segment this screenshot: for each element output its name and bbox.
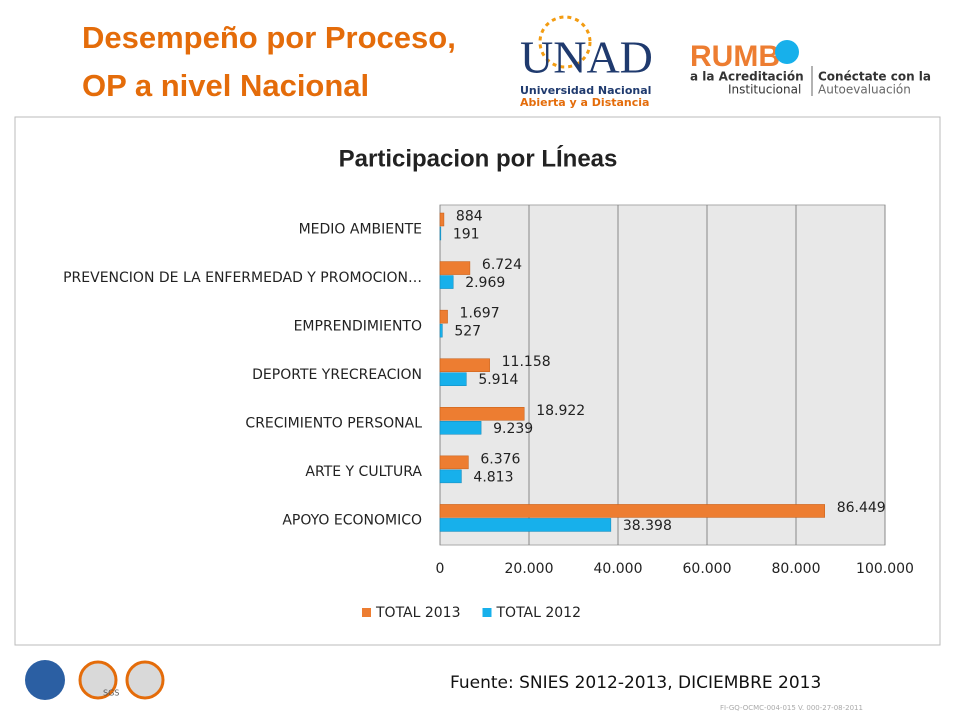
unad-logo: UNAD Universidad Nacional Abierta y a Di… [520, 15, 653, 109]
x-tick-label: 100.000 [856, 561, 914, 577]
y-tick-label: PREVENCION DE LA ENFERMEDAD Y PROMOCION… [63, 270, 422, 286]
logo-caption: a la Acreditación [690, 70, 804, 84]
y-tick-label: DEPORTE YRECREACION [252, 367, 422, 383]
bar [439, 323, 443, 338]
logo-caption: Conéctate con la [818, 70, 931, 84]
x-tick-label: 40.000 [594, 561, 643, 577]
cert-icon [78, 660, 118, 700]
data-label: 5.914 [478, 372, 518, 388]
logo-text: UNAD [520, 32, 653, 83]
x-tick-label: 20.000 [505, 561, 554, 577]
slide-title: Desempeño por Proceso, [82, 20, 456, 55]
cert-logos: SGS [25, 660, 165, 700]
data-label: 38.398 [623, 518, 672, 534]
logo-circle [775, 40, 799, 64]
bar [439, 518, 612, 532]
bar [439, 455, 469, 470]
data-label: 6.724 [482, 257, 522, 273]
data-label: 9.239 [493, 421, 533, 437]
y-tick-label: CRECIMIENTO PERSONAL [245, 416, 422, 432]
x-tick-label: 0 [436, 561, 445, 577]
bar [439, 504, 825, 518]
logo-caption: Autoevaluación [818, 83, 911, 97]
chart-title: Participacion por LÍneas [339, 144, 618, 172]
y-tick-label: APOYO ECONOMICO [282, 513, 422, 529]
legend-label: TOTAL 2013 [375, 605, 461, 621]
slide-title: OP a nivel Nacional [82, 68, 369, 103]
y-tick-label: MEDIO AMBIENTE [299, 221, 422, 237]
x-tick-label: 80.000 [772, 561, 821, 577]
data-label: 884 [456, 209, 483, 225]
bar [439, 469, 462, 484]
bar [439, 407, 525, 421]
data-label: 6.376 [480, 451, 520, 467]
bar [439, 358, 490, 372]
logo-ring [538, 15, 592, 69]
rumbo-logo: RUMB a la Acreditación Institucional Con… [690, 40, 931, 97]
data-label: 1.697 [460, 306, 500, 322]
y-tick-label: ARTE Y CULTURA [305, 464, 422, 480]
data-label: 18.922 [536, 403, 585, 419]
data-label: 527 [454, 324, 481, 340]
legend-swatch [482, 608, 492, 617]
legend-label: TOTAL 2012 [496, 605, 582, 621]
bar [439, 212, 445, 227]
bar [439, 421, 482, 435]
y-tick-label: EMPRENDIMIENTO [294, 318, 422, 334]
bar [439, 261, 471, 275]
bar [439, 275, 454, 289]
data-label: 2.969 [465, 275, 505, 291]
bar [439, 372, 467, 386]
logo-caption: Abierta y a Distancia [520, 96, 649, 109]
footer-code: FI-GQ-OCMC-004-015 V. 000-27-08-2011 [720, 704, 863, 712]
source: Fuente: SNIES 2012-2013, DICIEMBRE 2013 [450, 673, 821, 693]
bar [439, 226, 442, 241]
plot-area [439, 204, 886, 546]
logo-caption: Institucional [728, 83, 801, 97]
cert-icon [25, 660, 65, 700]
logo-text: RUMB [690, 40, 780, 73]
logo-caption: Universidad Nacional [520, 84, 651, 97]
cert-icon [125, 660, 165, 700]
data-label: 191 [453, 227, 480, 243]
data-label: 4.813 [473, 469, 513, 485]
bar [439, 309, 448, 324]
legend-swatch [362, 608, 371, 617]
cert-label: SGS [103, 689, 119, 698]
data-label: 11.158 [502, 354, 551, 370]
x-tick-label: 60.000 [683, 561, 732, 577]
plot: 0 20.000 40.000 60.000 80.000 100.000 MEDIO AM… [63, 204, 914, 621]
data-label: 86.449 [837, 500, 886, 516]
